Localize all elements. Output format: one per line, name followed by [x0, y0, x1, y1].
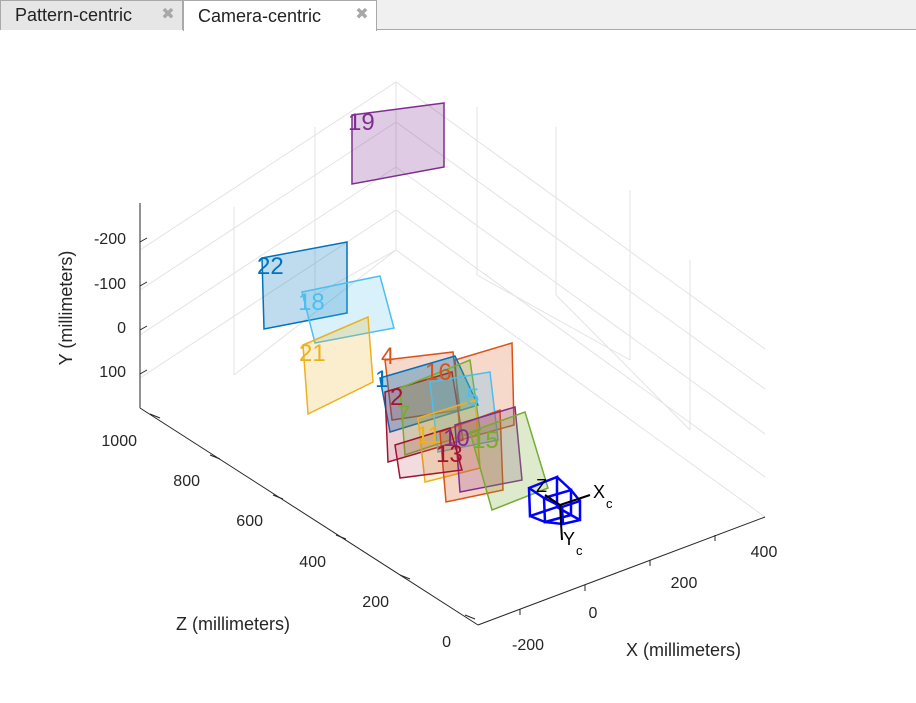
z-tick-label: 200	[362, 594, 389, 611]
pattern-labels: 19 22 18 21 4 16 1 2 7 11 10 15 13 5	[257, 109, 499, 468]
z-tick-label: 0	[442, 634, 451, 651]
pattern-plane-15[interactable]	[469, 411, 549, 512]
pattern-label-21: 21	[299, 340, 326, 367]
pattern-plane-18[interactable]	[301, 275, 395, 344]
pattern-label-19: 19	[348, 109, 375, 136]
y-tick-labels: -200 -100 0 100	[94, 231, 126, 381]
pattern-plane-19[interactable]	[351, 102, 445, 185]
camera-axis-labels: X c Y c Z	[536, 476, 613, 558]
pattern-plane-9[interactable]	[394, 427, 463, 479]
camera-y-subscript: c	[576, 543, 583, 558]
z-tick-labels: 0 200 400 600 800 1000	[101, 433, 451, 651]
pattern-label-2: 2	[390, 384, 403, 411]
pattern-label-1: 1	[375, 366, 388, 393]
extrinsics-plot[interactable]: -200 -100 0 100 0 200 400 600 800 1000 -…	[0, 30, 916, 703]
tab-label: Pattern-centric	[15, 5, 133, 25]
pattern-label-18: 18	[298, 289, 325, 316]
y-tick-label: 0	[117, 320, 126, 337]
z-tick-label: 400	[299, 554, 326, 571]
x-axis-label: X (millimeters)	[626, 640, 741, 660]
camera-x-label: X	[593, 482, 605, 502]
pattern-plane-10[interactable]	[454, 406, 523, 493]
tab-camera-centric[interactable]: Camera-centric ✖	[183, 0, 377, 31]
y-tick-label: -200	[94, 231, 126, 248]
camera-icon	[527, 475, 582, 526]
z-tick-label: 600	[236, 513, 263, 530]
pattern-plane-21[interactable]	[302, 315, 374, 416]
camera-axes	[544, 494, 591, 541]
pattern-label-13: 13	[436, 441, 463, 468]
x-tick-label: 400	[751, 544, 778, 561]
pattern-planes	[261, 102, 549, 512]
z-axis-label: Z (millimeters)	[176, 614, 290, 634]
y-tick-label: -100	[94, 276, 126, 293]
x-tick-label: 0	[589, 605, 598, 622]
tab-bar: Pattern-centric ✖ Camera-centric ✖	[0, 0, 916, 31]
x-tick-label: -200	[512, 637, 544, 654]
axis-ticks	[139, 237, 716, 620]
z-tick-label: 800	[173, 473, 200, 490]
pattern-label-16: 16	[425, 359, 452, 386]
x-tick-label: 200	[671, 575, 698, 592]
pattern-plane-5[interactable]	[429, 371, 499, 453]
tab-label: Camera-centric	[198, 5, 322, 26]
grid-lines	[139, 81, 766, 518]
pattern-label-11: 11	[416, 422, 441, 449]
pattern-label-22: 22	[257, 253, 284, 280]
y-tick-label: 100	[99, 364, 126, 381]
pattern-label-7: 7	[397, 401, 410, 428]
pattern-label-5: 5	[466, 384, 479, 411]
pattern-label-15: 15	[472, 427, 499, 454]
camera-z-label: Z	[536, 476, 547, 496]
x-tick-labels: -200 0 200 400	[512, 544, 777, 654]
pattern-plane-22[interactable]	[261, 241, 348, 330]
tab-pattern-centric[interactable]: Pattern-centric ✖	[0, 0, 183, 30]
camera-y-label: Y	[563, 529, 575, 549]
camera-x-subscript: c	[606, 496, 613, 511]
pattern-label-4: 4	[381, 343, 394, 370]
pattern-label-10: 10	[443, 425, 470, 452]
z-tick-label: 1000	[101, 433, 137, 450]
close-icon[interactable]: ✖	[355, 6, 369, 23]
close-icon[interactable]: ✖	[161, 6, 175, 23]
y-axis-label: Y (millimeters)	[56, 251, 76, 366]
